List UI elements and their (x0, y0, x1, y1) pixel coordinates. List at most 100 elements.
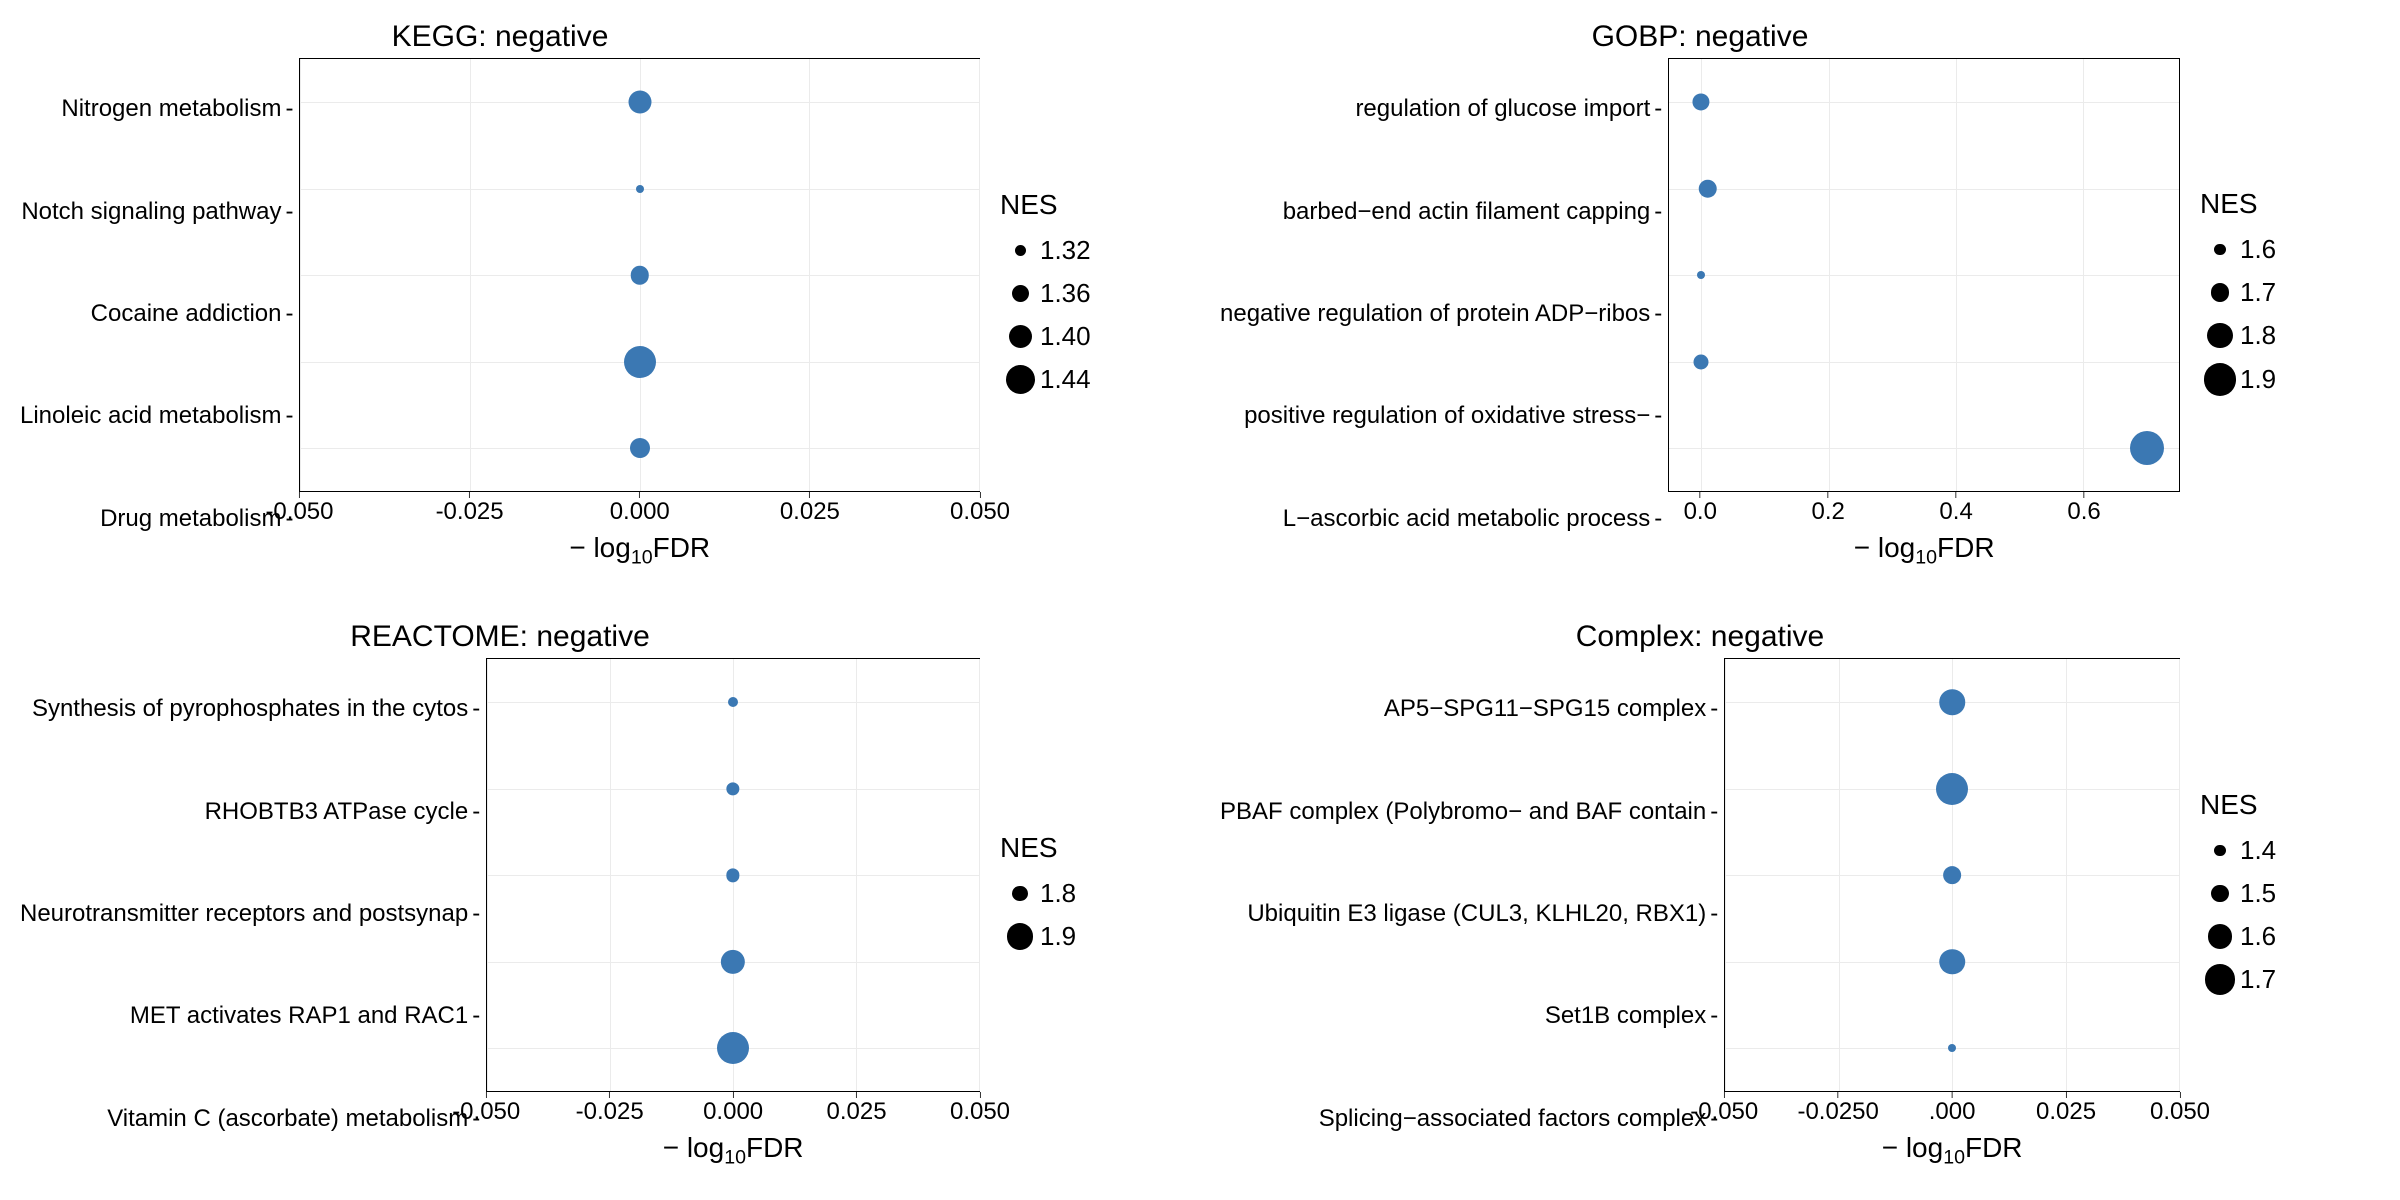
legend-dot-icon (1007, 923, 1034, 950)
panel-0: KEGG: negative Nitrogen metabolism -Notch… (0, 0, 1200, 600)
legend-label: 1.40 (1040, 321, 1091, 352)
plot-panel (486, 658, 980, 1092)
legend-label: 1.8 (1040, 878, 1076, 909)
data-point (1693, 94, 1710, 111)
legend-label: 1.36 (1040, 278, 1091, 309)
x-axis: -0.050-0.0250.0000.0250.050 (1724, 1092, 2180, 1132)
y-tick-label: Vitamin C (ascorbate) metabolism (107, 1105, 472, 1133)
x-tick-label: 0.025 (827, 1098, 887, 1126)
legend-label: 1.7 (2240, 277, 2276, 308)
data-point (1694, 354, 1709, 369)
legend-dot-icon (2214, 244, 2226, 256)
legend-dot-icon (2205, 964, 2236, 995)
legend-dot-icon (1006, 365, 1035, 394)
x-tick-label: 0.050 (950, 498, 1010, 526)
panel-title: KEGG: negative (20, 20, 980, 54)
legend-label: 1.8 (2240, 320, 2276, 351)
y-tick-label: regulation of glucose import (1355, 95, 1654, 123)
x-tick-label: 0.000 (703, 1098, 763, 1126)
legend-dot-icon (1012, 285, 1029, 302)
y-tick-label: PBAF complex (Polybromo− and BAF contain (1220, 798, 1710, 826)
x-tick-label: 0.6 (2067, 498, 2100, 526)
panel-title: Complex: negative (1220, 620, 2180, 654)
x-tick-label: -0.0250 (1797, 1098, 1878, 1126)
x-axis-label: − log10FDR (299, 532, 980, 570)
y-tick-label: negative regulation of protein ADP−ribos (1220, 300, 1654, 328)
y-axis: Nitrogen metabolism -Notch signaling pat… (20, 58, 299, 570)
legend-label: 1.32 (1040, 235, 1091, 266)
data-point (628, 91, 651, 114)
y-tick-label: MET activates RAP1 and RAC1 (130, 1002, 472, 1030)
x-tick-label: 0.025 (780, 498, 840, 526)
legend: NES 1.8 1.9 (980, 620, 1180, 1170)
data-point (726, 869, 739, 882)
y-tick-label: RHOBTB3 ATPase cycle (205, 798, 473, 826)
panel-2: REACTOME: negativeSynthesis of pyrophosp… (0, 600, 1200, 1200)
legend-label: 1.6 (2240, 921, 2276, 952)
x-tick-label: -0.025 (576, 1098, 644, 1126)
legend-dot-icon (1012, 886, 1028, 902)
y-tick-label: AP5−SPG11−SPG15 complex (1384, 695, 1710, 723)
legend: NES 1.4 1.5 1.6 1.7 (2180, 620, 2380, 1170)
data-point (728, 697, 738, 707)
panel-title: GOBP: negative (1220, 20, 2180, 54)
legend-title: NES (1000, 832, 1180, 864)
data-point (726, 782, 739, 795)
legend-label: 1.5 (2240, 878, 2276, 909)
legend-label: 1.6 (2240, 234, 2276, 265)
x-axis: -0.050-0.0250.0000.0250.050 (299, 492, 980, 532)
y-axis: regulation of glucose import -barbed−end… (1220, 58, 1668, 570)
legend-label: 1.7 (2240, 964, 2276, 995)
data-point (630, 438, 650, 458)
x-axis: 0.00.20.40.6 (1668, 492, 2180, 532)
y-tick-label: Ubiquitin E3 ligase (CUL3, KLHL20, RBX1) (1247, 900, 1710, 928)
legend-dot-icon (2204, 363, 2237, 396)
y-tick-label: Drug metabolism (100, 505, 285, 533)
plot-panel (1724, 658, 2180, 1092)
panel-1: GOBP: negative regulation of glucose impo… (1200, 0, 2400, 600)
legend-label: 1.9 (1040, 921, 1076, 952)
data-point (1943, 866, 1961, 884)
x-tick-label: -0.050 (452, 1098, 520, 1126)
legend-title: NES (2200, 789, 2380, 821)
y-tick-label: Nitrogen metabolism (61, 95, 285, 123)
legend-title: NES (1000, 189, 1180, 221)
data-point (624, 346, 656, 378)
data-point (1939, 949, 1965, 975)
legend-dot-icon (2207, 323, 2233, 349)
x-axis-label: − log10FDR (1668, 532, 2180, 570)
panel-3: Complex: negative AP5−SPG11−SPG15 complex… (1200, 600, 2400, 1200)
y-axis: AP5−SPG11−SPG15 complex -PBAF complex (P… (1220, 658, 1724, 1170)
y-tick-label: Splicing−associated factors complex (1319, 1105, 1711, 1133)
plot-panel (1668, 58, 2180, 492)
y-tick-label: Set1B complex (1545, 1002, 1710, 1030)
x-tick-label: 0.4 (1939, 498, 1972, 526)
x-axis-label: − log10FDR (486, 1132, 980, 1170)
legend-label: 1.44 (1040, 364, 1091, 395)
x-tick-label: .000 (1929, 1098, 1976, 1126)
legend: NES1.61.71.81.9 (2180, 20, 2380, 570)
legend-dot-icon (2211, 283, 2230, 302)
legend-label: 1.9 (2240, 364, 2276, 395)
y-tick-label: Linoleic acid metabolism (20, 402, 285, 430)
x-tick-label: 0.000 (610, 498, 670, 526)
x-tick-label: -0.050 (1690, 1098, 1758, 1126)
plot-panel (299, 58, 980, 492)
legend-dot-icon (2214, 845, 2225, 856)
legend-dot-icon (1015, 245, 1026, 256)
y-tick-label: positive regulation of oxidative stress− (1244, 402, 1654, 430)
y-axis: Synthesis of pyrophosphates in the cytos… (20, 658, 486, 1170)
data-point (630, 266, 649, 285)
x-tick-label: 0.2 (1812, 498, 1845, 526)
y-tick-label: Synthesis of pyrophosphates in the cytos (32, 695, 472, 723)
data-point (636, 185, 644, 193)
data-point (1698, 179, 1717, 198)
data-point (1936, 773, 1968, 805)
x-tick-label: -0.050 (265, 498, 333, 526)
legend-label: 1.4 (2240, 835, 2276, 866)
data-point (717, 1032, 749, 1064)
legend: NES 1.32 1.36 1.40 1.44 (980, 20, 1180, 570)
chart-grid: KEGG: negative Nitrogen metabolism -Notch… (0, 0, 2400, 1200)
legend-dot-icon (1009, 325, 1032, 348)
data-point (2130, 431, 2164, 465)
